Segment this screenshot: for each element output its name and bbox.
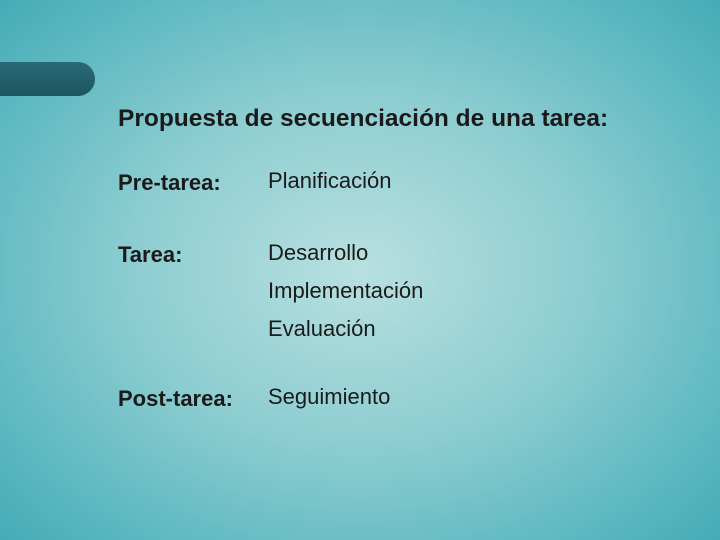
row-value: Implementación xyxy=(268,280,423,302)
row-values: Planificación xyxy=(268,170,392,192)
row-value: Planificación xyxy=(268,170,392,192)
row-pre-tarea: Pre-tarea: Planificación xyxy=(118,170,423,196)
row-values: Seguimiento xyxy=(268,386,390,408)
row-label: Post-tarea: xyxy=(118,386,268,412)
row-tarea: Tarea: Desarrollo Implementación Evaluac… xyxy=(118,242,423,340)
content-area: Pre-tarea: Planificación Tarea: Desarrol… xyxy=(118,170,423,412)
row-value: Desarrollo xyxy=(268,242,423,264)
row-post-tarea: Post-tarea: Seguimiento xyxy=(118,386,423,412)
row-value: Evaluación xyxy=(268,318,423,340)
row-label: Pre-tarea: xyxy=(118,170,268,196)
row-values: Desarrollo Implementación Evaluación xyxy=(268,242,423,340)
slide-title: Propuesta de secuenciación de una tarea: xyxy=(118,105,608,133)
slide: Propuesta de secuenciación de una tarea:… xyxy=(0,0,720,540)
row-label: Tarea: xyxy=(118,242,268,268)
accent-bar xyxy=(0,62,95,96)
row-value: Seguimiento xyxy=(268,386,390,408)
